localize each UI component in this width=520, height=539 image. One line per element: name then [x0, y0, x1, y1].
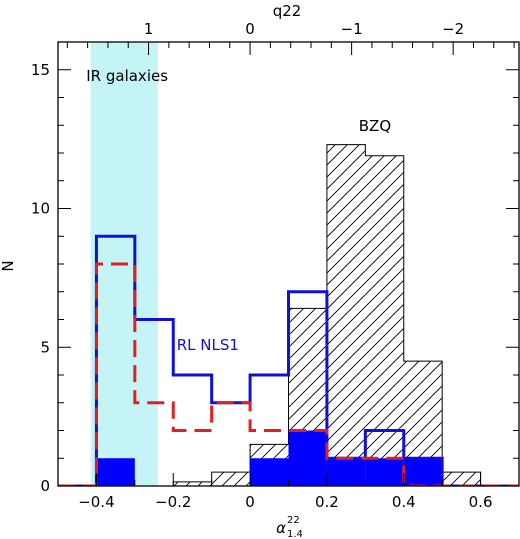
x-axis-label-sup: 22 [287, 515, 300, 526]
top-axis-label: q22 [273, 2, 302, 20]
x-tick-label: 0.6 [469, 493, 493, 511]
top-tick-label: −2 [442, 20, 464, 38]
top-tick-label: −1 [341, 20, 363, 38]
x-axis-label: α 22 1.4 [276, 515, 303, 539]
x-tick-label: 0.4 [392, 493, 416, 511]
filled-bar-9 [403, 458, 443, 486]
x-tick-label: −0.2 [155, 493, 191, 511]
bzq-outline [172, 144, 482, 486]
annotation-rl-nls1: RL NLS1 [177, 336, 239, 354]
x-axis-label-sub: 1.4 [287, 529, 303, 539]
filled-bar-5 [250, 458, 289, 486]
annotation-bzq: BZQ [359, 117, 391, 135]
y-tick-label: 0 [40, 477, 50, 495]
bzq-bar-fill-5 [365, 155, 385, 486]
filled-bar-8 [365, 458, 404, 486]
annotation-ir-galaxies: IR galaxies [86, 67, 168, 85]
bzq-bar-fill-1 [211, 472, 251, 486]
y-axis-label: N [0, 260, 17, 271]
filled-bar-7 [326, 458, 366, 486]
x-tick-label: 0 [245, 493, 255, 511]
x-tick-label: −0.4 [78, 493, 114, 511]
x-axis-label-main: α [276, 519, 286, 537]
bzq-bar-fill-8 [442, 472, 481, 486]
bzq-bar-fill-4 [326, 144, 366, 486]
filled-bar-1 [96, 458, 135, 486]
top-tick-label: 1 [144, 20, 154, 38]
filled-bar-6 [288, 430, 327, 486]
bzq-bar-fill-0 [173, 481, 212, 486]
top-tick-label: 0 [245, 20, 255, 38]
x-tick-label: 0.2 [315, 493, 339, 511]
y-tick-label: 15 [31, 61, 50, 79]
bzq-bar-fill-6 [384, 155, 404, 486]
y-tick-label: 10 [31, 200, 50, 218]
y-tick-label: 5 [40, 338, 50, 356]
